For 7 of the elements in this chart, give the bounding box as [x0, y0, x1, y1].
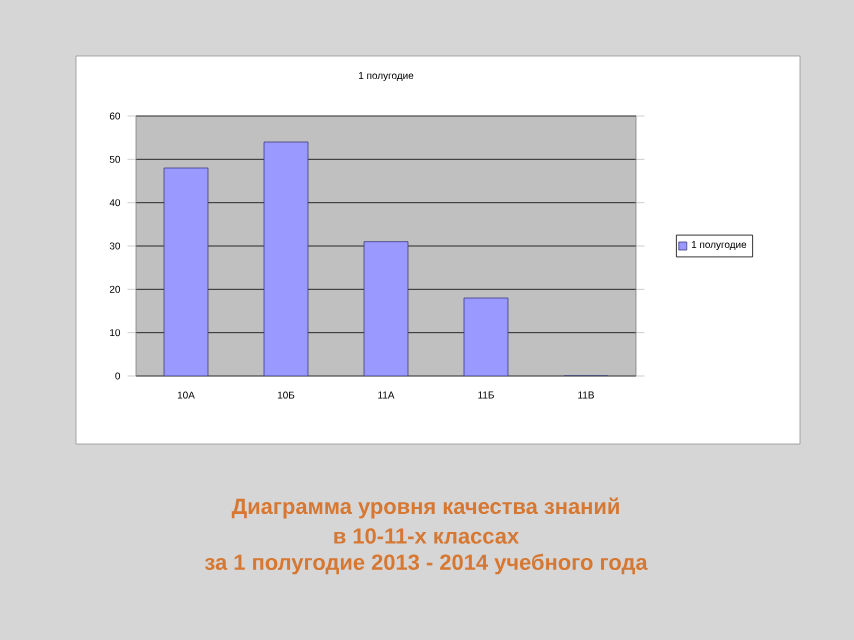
bar — [463, 297, 509, 376]
text: за 1 полугодие 2013 - 2014 учебного года — [205, 553, 648, 575]
bar — [263, 141, 309, 376]
text: Диаграмма уровня качества знаний — [231, 497, 619, 519]
text: в 10-11-х классах — [334, 528, 519, 544]
bar — [363, 241, 409, 376]
bar — [163, 167, 209, 376]
